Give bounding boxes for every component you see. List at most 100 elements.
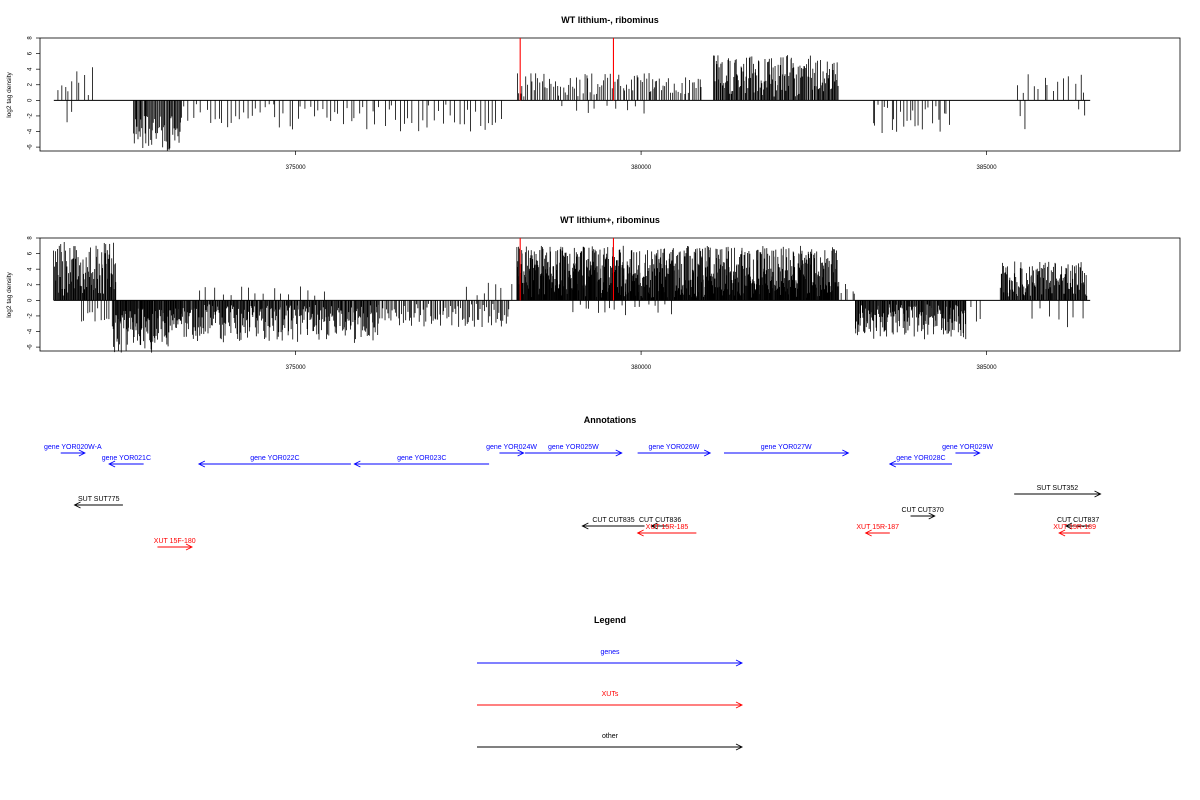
arrow-head — [735, 743, 744, 751]
annotation-label: CUT CUT835 — [592, 517, 634, 524]
arrow-head — [1058, 529, 1066, 537]
annotation-label: gene YOR028C — [896, 455, 945, 462]
annotation-feature: gene YOR028C — [888, 455, 952, 468]
annotation-feature: XUT 15R-185 — [636, 524, 697, 537]
annotation-label: CUT CUT836 — [639, 517, 681, 524]
annotation-feature: gene YOR025W — [525, 444, 623, 457]
legend-title: Legend — [594, 615, 626, 625]
arrow-head — [864, 529, 872, 537]
annotation-label: gene YOR024W — [486, 444, 537, 451]
arrow-head — [108, 460, 116, 468]
arrow-head — [197, 460, 206, 468]
annotation-label: CUT CUT837 — [1057, 517, 1099, 524]
arrow-head — [735, 659, 744, 667]
annotation-feature: CUT CUT837 — [1057, 517, 1099, 530]
x-tick-label: 375000 — [286, 165, 307, 171]
arrow-head — [185, 543, 194, 551]
arrow-head — [78, 449, 86, 457]
annotation-feature: gene YOR024W — [486, 444, 537, 457]
y-tick-label: 2 — [28, 282, 34, 286]
annotation-feature: gene YOR021C — [102, 455, 151, 468]
y-tick-label: 8 — [28, 36, 34, 40]
y-tick-label: 8 — [28, 236, 34, 240]
annotation-feature: SUT SUT352 — [1014, 485, 1102, 498]
annotation-feature: gene YOR020W-A — [44, 444, 102, 457]
y-axis: 8 6 4 2 0 -2 -4 -6 — [28, 36, 40, 150]
arrow-head — [973, 449, 981, 457]
y-tick-label: -6 — [28, 344, 34, 350]
y-tick-label: -6 — [28, 144, 34, 150]
annotation-label: gene YOR022C — [250, 455, 299, 462]
annotation-feature: gene YOR029W — [942, 444, 993, 457]
arrow-head — [650, 522, 658, 530]
arrow-head — [73, 501, 81, 509]
annotation-feature: CUT CUT836 — [639, 517, 681, 530]
x-axis: 375000 380000 385000 — [286, 351, 998, 371]
panel-title: WT lithium+, ribominus — [560, 215, 660, 225]
coverage-panel-lithium-minus: WT lithium-, ribominus log2 tag density … — [6, 15, 1181, 171]
annotation-feature: XUT 15R-189 — [1053, 524, 1096, 537]
y-tick-label: 4 — [28, 267, 34, 271]
arrow-head — [928, 512, 936, 520]
coverage-panel-lithium-plus: WT lithium+, ribominus log2 tag density … — [6, 215, 1181, 371]
arrow-head — [842, 449, 850, 457]
arrow-head — [735, 701, 744, 709]
annotation-label: XUT 15R-187 — [856, 524, 899, 531]
annotation-label: XUT 15R-185 — [646, 524, 689, 531]
y-tick-label: -2 — [28, 313, 34, 319]
y-tick-label: 4 — [28, 67, 34, 71]
annotation-label: gene YOR020W-A — [44, 444, 102, 451]
arrow-head — [1064, 522, 1073, 530]
annotation-label: gene YOR021C — [102, 455, 151, 462]
legend-item-label: genes — [600, 649, 620, 656]
annotation-feature: gene YOR026W — [637, 444, 712, 457]
coverage-bars — [57, 55, 1086, 151]
coverage-bars — [53, 242, 1088, 353]
annotation-feature: XUT 15F-180 — [154, 538, 196, 551]
annotation-label: gene YOR027W — [761, 444, 812, 451]
y-tick-label: -2 — [28, 113, 34, 119]
x-tick-label: 380000 — [631, 165, 652, 171]
annotation-feature: gene YOR023C — [353, 455, 490, 468]
annotation-label: SUT SUT352 — [1037, 485, 1079, 492]
arrow-head — [888, 460, 897, 468]
legend-item: XUTs — [477, 691, 744, 709]
y-tick-label: -4 — [28, 128, 34, 134]
y-tick-label: -4 — [28, 328, 34, 334]
y-tick-label: 6 — [28, 51, 34, 55]
annotation-feature: gene YOR027W — [724, 444, 850, 457]
arrow-head — [353, 460, 361, 468]
legend-item-label: other — [602, 733, 619, 740]
x-tick-label: 380000 — [631, 365, 652, 371]
y-tick-label: 2 — [28, 82, 34, 86]
annotation-feature: XUT 15R-187 — [856, 524, 899, 537]
x-tick-label: 375000 — [286, 365, 307, 371]
panel-title: WT lithium-, ribominus — [561, 15, 659, 25]
annotation-label: XUT 15F-180 — [154, 538, 196, 545]
annotation-label: gene YOR023C — [397, 455, 446, 462]
annotation-label: gene YOR029W — [942, 444, 993, 451]
arrow-head — [1094, 490, 1102, 498]
legend-item: other — [477, 733, 744, 751]
annotation-feature: CUT CUT370 — [901, 507, 944, 520]
y-axis: 8 6 4 2 0 -2 -4 -6 — [28, 236, 40, 350]
arrow-head — [636, 529, 644, 537]
annotation-label: gene YOR026W — [648, 444, 699, 451]
annotation-feature: SUT SUT775 — [73, 496, 123, 509]
arrow-head — [581, 522, 589, 530]
y-tick-label: 0 — [28, 298, 34, 302]
y-tick-label: 6 — [28, 251, 34, 255]
plot-frame — [39, 237, 1181, 352]
annotation-label: CUT CUT370 — [901, 507, 943, 514]
arrow-head — [615, 449, 623, 457]
y-axis-label: log2 tag density — [6, 271, 13, 317]
arrow-head — [703, 449, 712, 457]
plot-frame — [39, 37, 1181, 152]
x-tick-label: 385000 — [977, 365, 998, 371]
annotation-label: gene YOR025W — [548, 444, 599, 451]
annotation-label: XUT 15R-189 — [1053, 524, 1096, 531]
legend-item-label: XUTs — [602, 691, 619, 698]
arrow-head — [517, 449, 525, 457]
